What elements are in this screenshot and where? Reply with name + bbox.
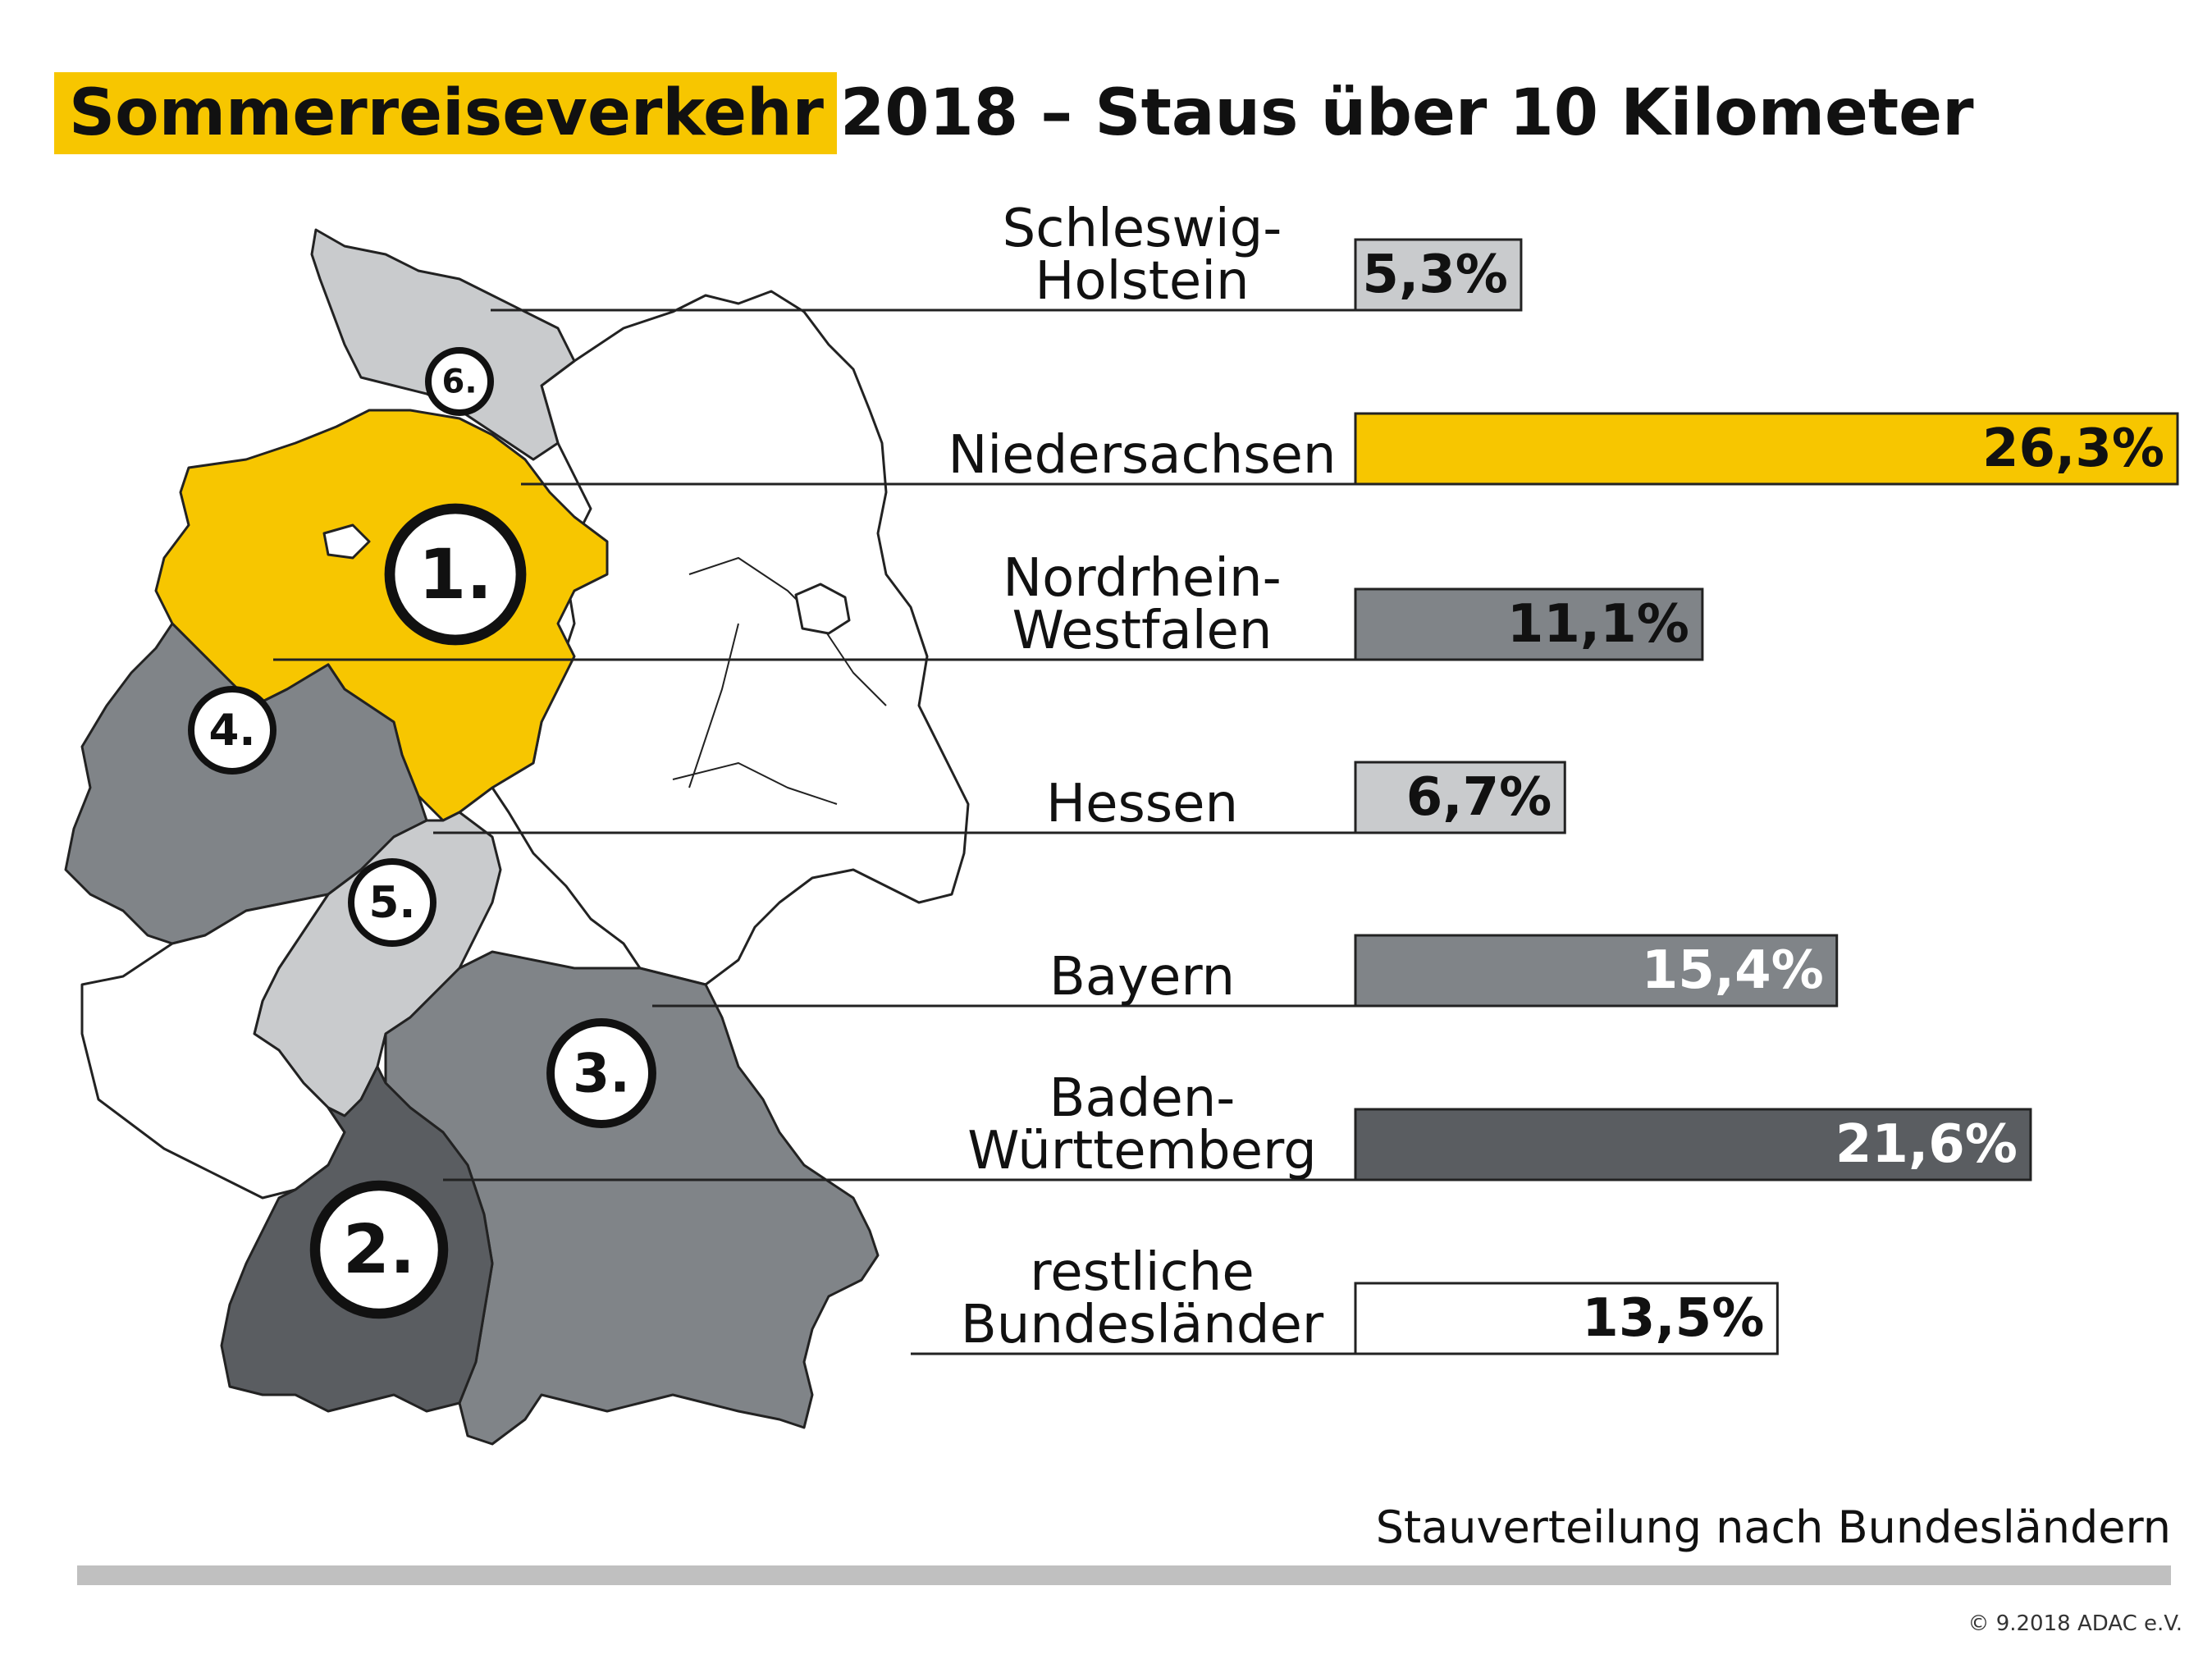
category-label-nordrheinwestfalen: Nordrhein-Westfalen <box>1003 548 1281 661</box>
value-label-badenwrttemberg: 21,6% <box>1835 1114 2018 1175</box>
rank-marker-hessen: 5. <box>348 858 436 947</box>
rank-number: 3. <box>573 1043 630 1104</box>
category-label-line: Bayern <box>1049 947 1235 1008</box>
rank-circle <box>384 503 527 646</box>
rank-circle <box>425 347 494 416</box>
category-label-niedersachsen: Niedersachsen <box>948 425 1337 486</box>
rank-marker-badenwrttemberg: 2. <box>309 1180 449 1319</box>
rank-marker-bayern: 3. <box>546 1018 656 1128</box>
footer-rule <box>77 1565 2171 1585</box>
bar-niedersachsen <box>1354 412 2179 486</box>
category-labels: Schleswig-Holstein Niedersachsen Nordrhein… <box>948 199 1337 1355</box>
rank-number: 5. <box>368 878 415 928</box>
bar-series: 5,3% 26,3% 11,1% 6,7% 15,4% 21,6% 13,5% <box>1354 238 2179 1355</box>
rank-marker-nordrheinwestfalen: 4. <box>188 686 276 775</box>
value-label-bayern: 15,4% <box>1642 940 1824 1001</box>
bar-schleswigholstein <box>1354 238 1523 312</box>
category-label-hessen: Hessen <box>1046 774 1238 834</box>
bar-restlichebundeslnder <box>1354 1282 1779 1355</box>
rank-number: 2. <box>343 1211 415 1289</box>
bar-nordrheinwestfalen <box>1354 587 1704 661</box>
rank-circle <box>546 1018 656 1128</box>
map-region-rp <box>80 893 346 1200</box>
value-label-restlichebundeslnder: 13,5% <box>1582 1288 1764 1349</box>
bar-hessen <box>1354 761 1566 834</box>
rank-number: 6. <box>441 363 477 401</box>
leader-lines <box>273 308 1355 1355</box>
map-region-sh <box>310 228 576 461</box>
chart-title: Sommerreiseverkehr 2018 – Staus über 10 K… <box>54 72 1974 154</box>
bar-badenwrttemberg <box>1354 1108 2032 1181</box>
rank-number: 1. <box>418 534 492 615</box>
category-label-line: Nordrhein- <box>1003 548 1281 609</box>
category-label-line: Holstein <box>1035 251 1249 312</box>
map-bremen <box>322 523 371 560</box>
map-berlin <box>794 583 851 635</box>
copyright: © 9.2018 ADAC e.V. <box>1967 1611 2182 1636</box>
category-label-schleswigholstein: Schleswig-Holstein <box>1003 199 1282 312</box>
rank-number: 4. <box>208 706 255 756</box>
value-label-schleswigholstein: 5,3% <box>1362 245 1508 305</box>
value-label-nordrheinwestfalen: 11,1% <box>1507 594 1689 655</box>
category-label-restlichebundeslnder: restliche Bundesländer <box>961 1242 1324 1355</box>
title-rest: 2018 – Staus über 10 Kilometer <box>840 76 1974 150</box>
category-label-line: restliche <box>1030 1242 1254 1303</box>
rank-circle <box>309 1180 449 1319</box>
category-label-line: Hessen <box>1046 774 1238 834</box>
category-label-line: Württemberg <box>967 1121 1317 1181</box>
germany-map <box>64 228 970 1446</box>
category-label-line: Bundesländer <box>961 1295 1324 1355</box>
rank-marker-niedersachsen: 1. <box>384 503 527 646</box>
value-label-niedersachsen: 26,3% <box>1982 418 2164 479</box>
category-label-line: Westfalen <box>1012 601 1273 661</box>
rank-markers: 6. 1. 4. 5. 3. 2. <box>188 347 656 1319</box>
category-label-line: Niedersachsen <box>948 425 1337 486</box>
category-label-bayern: Bayern <box>1049 947 1235 1008</box>
category-label-line: Baden- <box>1049 1068 1236 1129</box>
value-label-hessen: 6,7% <box>1406 767 1552 828</box>
chart-subtitle: Stauverteilung nach Bundesländern <box>1375 1501 2171 1553</box>
bar-bayern <box>1354 934 1839 1008</box>
category-label-badenwrttemberg: Baden-Württemberg <box>967 1068 1317 1181</box>
category-label-line: Schleswig- <box>1003 199 1282 259</box>
rank-circle <box>348 858 436 947</box>
title-highlight: Sommerreiseverkehr <box>54 72 838 154</box>
rank-marker-schleswigholstein: 6. <box>425 347 494 416</box>
rank-circle <box>188 686 276 775</box>
